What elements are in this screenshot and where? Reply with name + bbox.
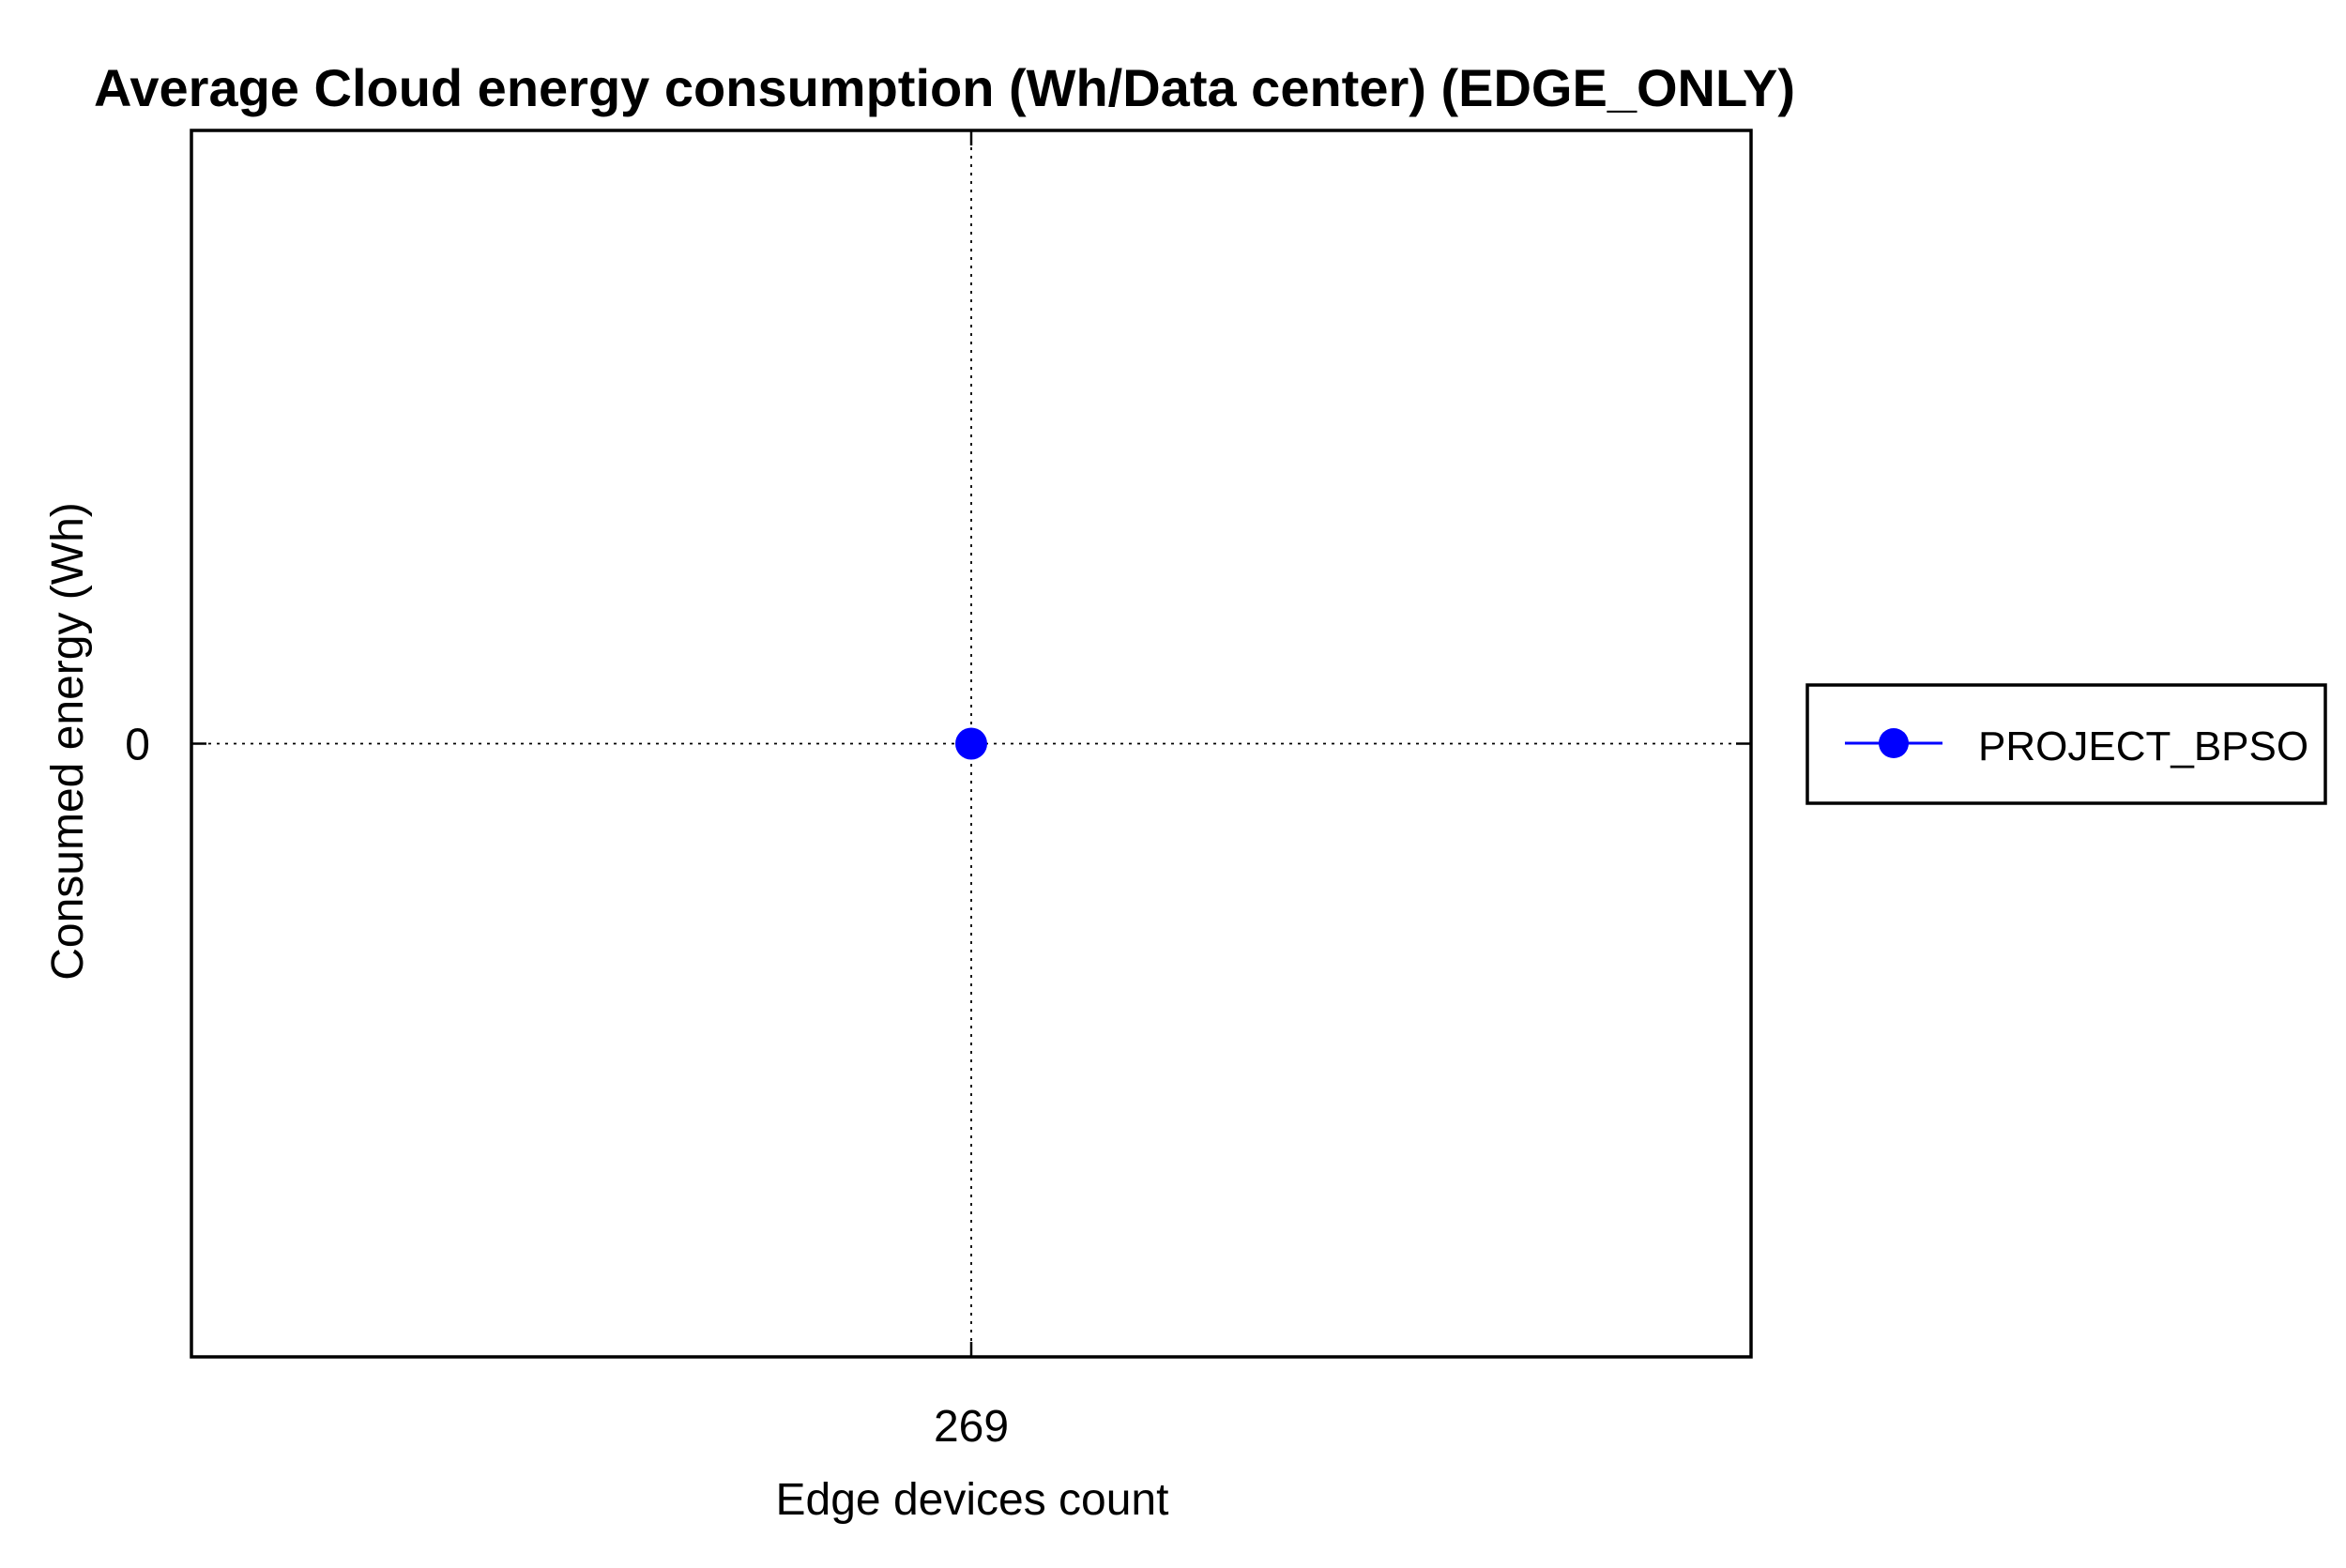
chart-title: Average Cloud energy consumption (Wh/Dat… xyxy=(94,58,1795,117)
y-axis-label: Consumed energy (Wh) xyxy=(43,502,93,981)
legend: PROJECT_BPSO xyxy=(1805,683,2327,805)
x-axis-label: Edge devices count xyxy=(776,1475,1169,1525)
series-layer xyxy=(955,727,987,760)
legend-series-label: PROJECT_BPSO xyxy=(1978,723,2308,769)
data-point xyxy=(955,727,987,760)
legend-series-marker xyxy=(1879,728,1909,758)
x-tick-label: 269 xyxy=(934,1402,1009,1452)
y-tick-label: 0 xyxy=(125,721,150,770)
